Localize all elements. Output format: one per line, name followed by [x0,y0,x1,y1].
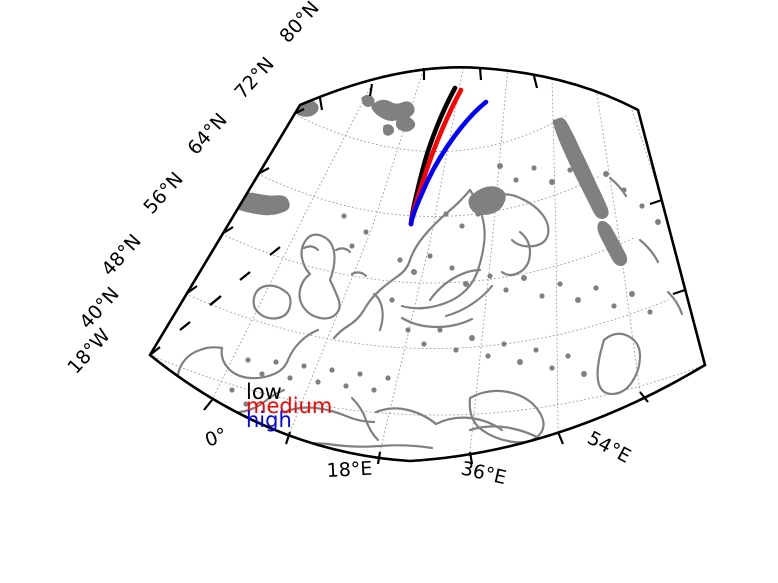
lon-label-36e: 36°E [459,457,508,489]
top-ticks [318,67,539,111]
map-frame [148,65,707,463]
lat-label-56n: 56°N [139,168,187,218]
legend-entry-medium: medium [246,394,333,418]
longitude-ticks [203,391,649,465]
lon-label-18e: 18°E [326,458,373,482]
coastlines [176,94,684,450]
lon-label-54e: 54°E [584,427,635,468]
legend-entry-low: low [246,380,282,404]
graticule-parallels [150,113,705,416]
lon-label-18w: 18°W [63,324,115,378]
right-ticks [649,198,686,296]
trajectories [408,85,489,227]
lon-label-0: 0° [202,424,230,452]
lat-label-72n: 72°N [230,53,278,103]
lat-label-64n: 64°N [183,109,231,159]
legend-entry-high: high [246,408,292,432]
lat-label-80n: 80°N [275,0,323,47]
lat-label-48n: 48°N [97,230,145,280]
latitude-ticks [149,108,305,356]
trajectory-high [408,99,489,227]
